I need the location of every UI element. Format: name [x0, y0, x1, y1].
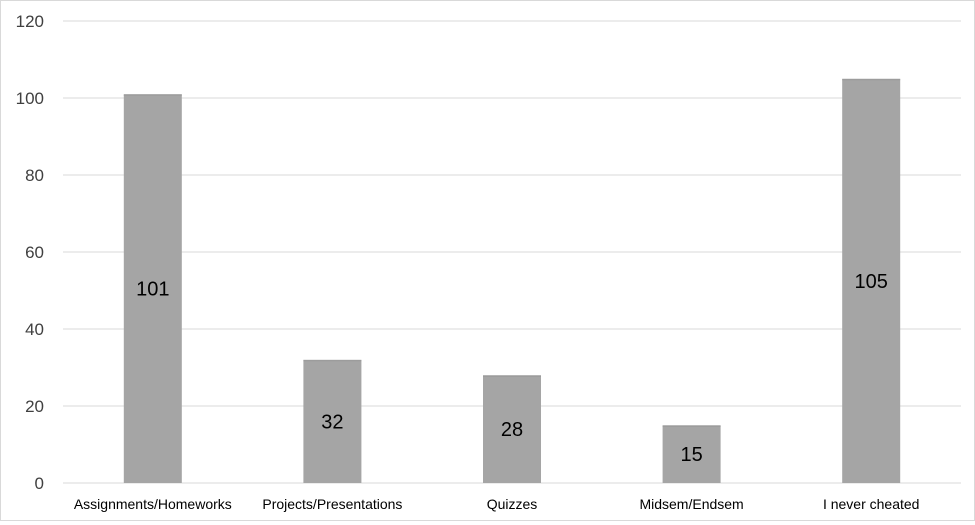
y-tick-label: 120 — [16, 12, 44, 31]
y-axis-tick-labels: 0 20 40 60 80 100 120 — [16, 12, 44, 493]
bar-data-label: 105 — [855, 271, 888, 293]
gridlines — [63, 20, 961, 484]
bars — [123, 78, 901, 484]
x-category-label: Projects/Presentations — [262, 496, 402, 512]
x-category-label: Quizzes — [487, 496, 538, 512]
y-tick-label: 40 — [25, 320, 44, 339]
data-labels: 101 32 28 15 105 — [136, 271, 888, 466]
y-tick-label: 100 — [16, 89, 44, 108]
bar-data-label: 101 — [136, 279, 169, 301]
bar-data-label: 15 — [680, 444, 702, 466]
bar — [123, 94, 182, 484]
bar-data-label: 28 — [501, 419, 523, 441]
bar — [662, 425, 721, 483]
x-category-label: I never cheated — [823, 496, 920, 512]
x-category-label: Assignments/Homeworks — [74, 496, 232, 512]
bar-data-label: 32 — [321, 411, 343, 433]
y-tick-label: 80 — [25, 166, 44, 185]
x-axis-category-labels: Assignments/Homeworks Projects/Presentati… — [74, 496, 920, 512]
bar — [842, 78, 901, 483]
y-tick-label: 0 — [35, 474, 44, 493]
y-tick-label: 20 — [25, 397, 44, 416]
bar — [483, 375, 541, 483]
x-category-label: Midsem/Endsem — [639, 496, 743, 512]
y-tick-label: 60 — [25, 243, 44, 262]
bar — [303, 359, 362, 483]
